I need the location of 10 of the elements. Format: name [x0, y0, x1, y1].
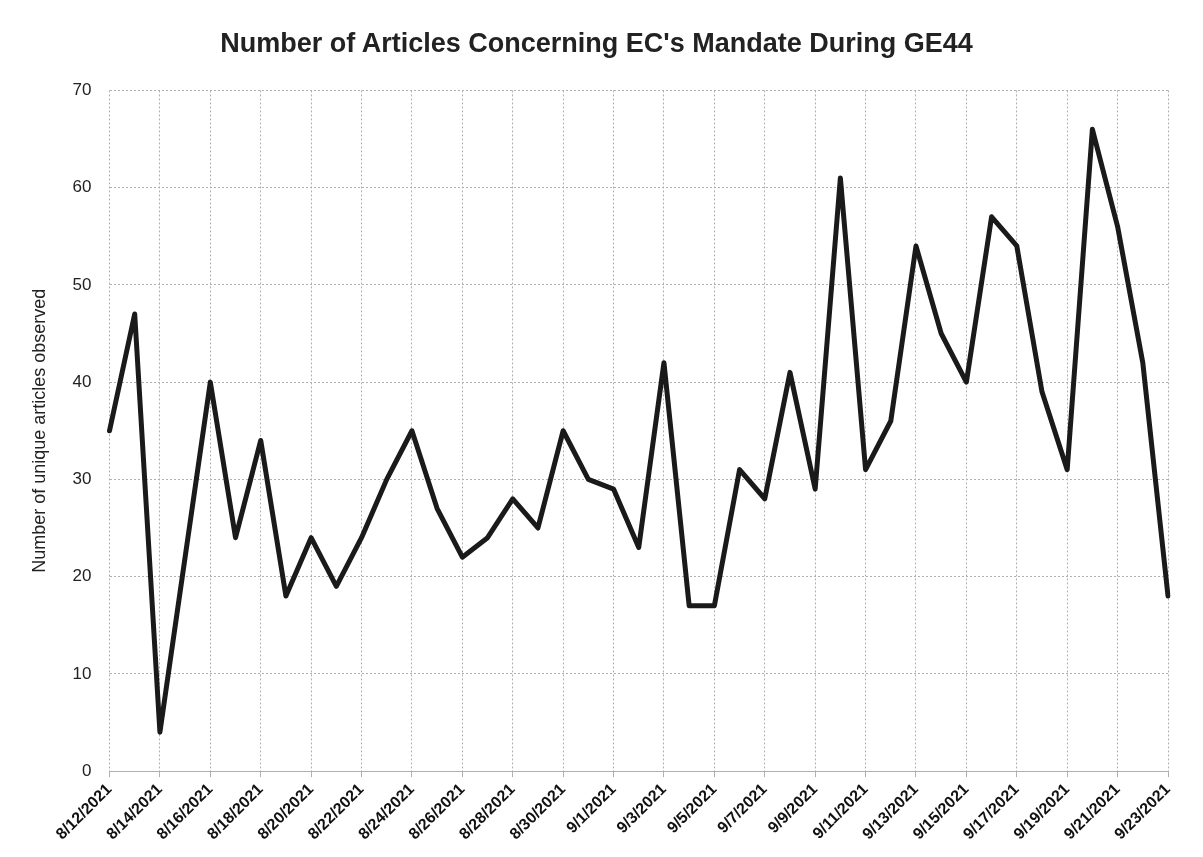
- y-axis-title: Number of unique articles observed: [28, 288, 49, 573]
- y-tick-label: 70: [72, 80, 92, 100]
- y-tick-label: 40: [72, 371, 92, 391]
- y-tick-label: 10: [72, 663, 92, 683]
- y-tick-label: 60: [72, 177, 92, 197]
- chart-title: Number of Articles Concerning EC's Mandate During GE44: [220, 27, 973, 58]
- y-tick-label: 30: [72, 469, 92, 489]
- y-tick-label: 0: [82, 760, 92, 780]
- y-tick-label: 50: [72, 274, 92, 294]
- y-tick-label: 20: [72, 566, 92, 586]
